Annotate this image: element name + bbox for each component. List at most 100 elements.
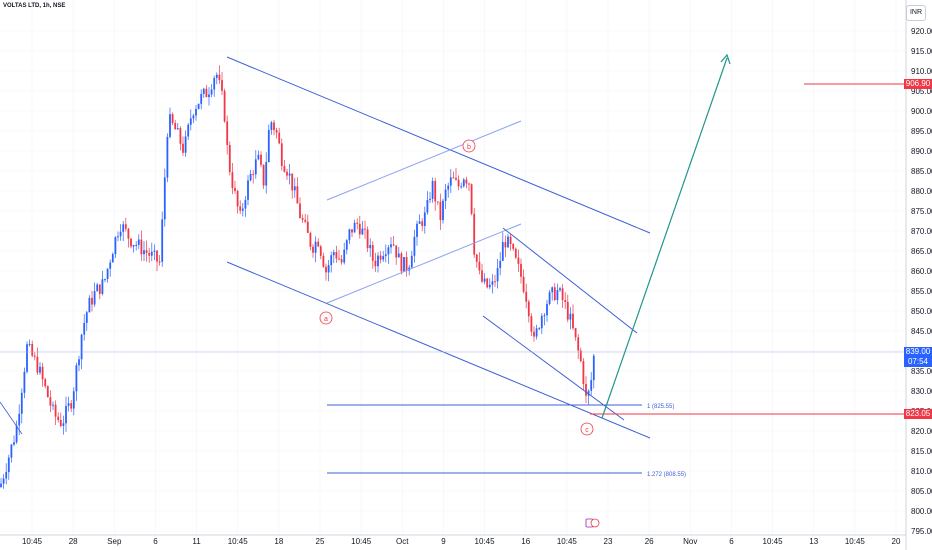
candle-body: [377, 255, 379, 267]
dividend-icon[interactable]: [590, 518, 600, 528]
projection-arrow-head: [720, 53, 731, 65]
candle-body: [39, 366, 41, 373]
candle-body: [286, 171, 288, 176]
candle-body: [72, 391, 75, 409]
wedge-upper-line[interactable]: [502, 227, 638, 334]
candle-body: [163, 177, 166, 220]
channel-lower-line[interactable]: [226, 261, 651, 439]
candle-body: [585, 383, 587, 396]
ab-lower-line[interactable]: [326, 223, 522, 304]
wave-b-label: b: [467, 144, 471, 151]
candle-body: [249, 173, 252, 181]
candle-body: [231, 172, 234, 188]
candle-body: [548, 292, 551, 304]
candle-body: [234, 187, 236, 192]
candle-body: [189, 118, 192, 125]
fib-1272-label: 1.272 (808.55): [647, 472, 686, 478]
candle-body: [351, 229, 353, 233]
candle-body: [239, 206, 242, 211]
candle-body: [579, 350, 582, 362]
x-tick-label: 11: [192, 537, 201, 546]
candle-body: [413, 236, 416, 256]
candle-body: [262, 164, 265, 186]
wave-c-marker[interactable]: [580, 422, 594, 436]
candle-body: [439, 201, 442, 221]
candle-body: [119, 231, 122, 237]
candle-body: [143, 250, 145, 255]
currency-badge[interactable]: INR: [906, 5, 926, 21]
candle-body: [0, 483, 2, 487]
candle-body: [590, 380, 593, 391]
candle-body: [546, 303, 548, 316]
candle-body: [574, 328, 577, 338]
projection-arrow[interactable]: [601, 57, 728, 419]
candle-body: [135, 244, 138, 246]
candle-body: [62, 423, 65, 427]
last-price-tag: 839.00 07:54: [904, 347, 932, 367]
time-axis[interactable]: 10:45 28 Sep 6 11 10:45 18 25 10:45 Oct 9 10:45 16 10…: [22, 537, 901, 546]
wedge-lower-line[interactable]: [482, 315, 625, 421]
candle-body: [247, 180, 249, 200]
candle-body: [296, 186, 299, 204]
candle-body: [397, 253, 400, 258]
candle-body: [33, 355, 36, 357]
candle-body: [13, 442, 15, 445]
candle-body: [104, 279, 106, 281]
x-tick-label: 16: [521, 537, 530, 546]
drawings[interactable]: 1 (825.55) 1.272 (808.55) a b c: [0, 53, 906, 528]
candle-body: [137, 239, 140, 245]
candle-body: [356, 222, 359, 224]
candle-body: [228, 145, 231, 173]
candle-body: [543, 315, 546, 317]
candle-body: [241, 208, 244, 211]
x-tick-label: 18: [274, 537, 283, 546]
candle-body: [158, 261, 161, 263]
wave-a-marker[interactable]: [319, 311, 333, 325]
x-tick-label: Oct: [396, 537, 409, 546]
candle-body: [140, 239, 143, 255]
x-tick-label: 10:45: [475, 537, 496, 546]
candle-body: [423, 212, 426, 226]
ab-upper-line[interactable]: [326, 120, 522, 201]
candle-body: [514, 248, 517, 258]
candle-body: [288, 173, 291, 176]
candle-body: [486, 278, 489, 288]
candle-body: [70, 403, 73, 409]
candle-body: [161, 219, 164, 262]
candle-body: [371, 245, 374, 261]
candle-body: [426, 200, 429, 213]
candle-body: [358, 223, 361, 235]
wave-b-marker[interactable]: [462, 139, 476, 153]
candles: [0, 65, 595, 489]
candle-body: [390, 244, 392, 248]
y-tick-label: 880.00: [911, 187, 932, 196]
candle-body: [67, 403, 70, 406]
candle-body: [392, 244, 395, 246]
candle-body: [327, 265, 330, 273]
candle-body: [200, 93, 203, 104]
candle-body: [343, 249, 346, 263]
candle-body: [59, 419, 62, 427]
candle-body: [93, 291, 96, 305]
candle-body: [270, 122, 273, 130]
x-tick-label: 10:45: [22, 537, 43, 546]
candle-body: [101, 279, 104, 294]
candle-body: [312, 246, 314, 253]
candle-body: [293, 186, 296, 191]
candle-body: [509, 236, 512, 245]
candle-body: [169, 114, 171, 137]
candle-body: [366, 229, 369, 249]
candle-body: [418, 221, 421, 224]
x-tick-label: 13: [809, 537, 818, 546]
candle-body: [299, 203, 301, 219]
candle-body: [512, 244, 515, 249]
candle-body: [499, 260, 502, 269]
candle-body: [127, 228, 130, 239]
candle-body: [564, 300, 567, 302]
countdown-text: 07:54: [907, 357, 929, 366]
candle-body: [314, 241, 317, 253]
channel-upper-line[interactable]: [226, 56, 651, 234]
price-axis[interactable]: 795.00800.00805.00810.00815.00820.00825.…: [911, 27, 932, 536]
candle-body: [54, 404, 57, 417]
